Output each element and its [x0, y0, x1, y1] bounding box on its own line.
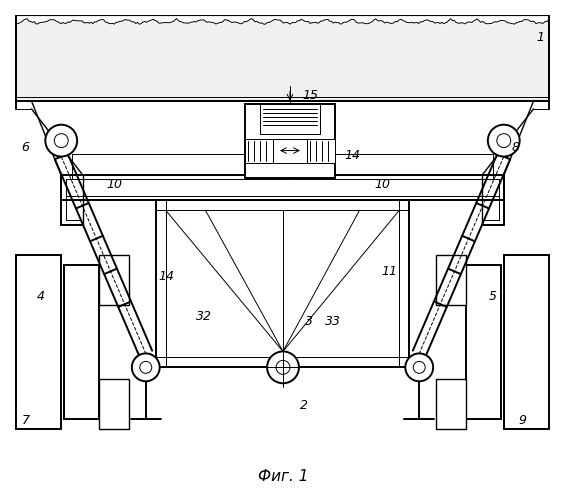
Text: 6: 6 — [21, 140, 29, 153]
Text: 1: 1 — [537, 31, 545, 44]
Text: 11: 11 — [381, 265, 397, 278]
Text: 5: 5 — [489, 290, 497, 303]
Bar — [273, 138, 307, 164]
Circle shape — [267, 352, 299, 384]
Bar — [245, 138, 273, 164]
Bar — [307, 138, 334, 164]
Bar — [99, 255, 129, 304]
Circle shape — [54, 134, 68, 147]
Text: 32: 32 — [195, 310, 211, 322]
Bar — [245, 104, 334, 178]
Text: 10: 10 — [375, 178, 390, 192]
Bar — [99, 380, 129, 429]
Bar — [504, 255, 549, 429]
Text: 14: 14 — [345, 148, 360, 162]
Circle shape — [45, 124, 77, 156]
Text: 14: 14 — [159, 270, 175, 283]
Bar — [260, 104, 320, 134]
Text: 10: 10 — [106, 178, 122, 192]
Text: 8: 8 — [512, 140, 520, 153]
Circle shape — [276, 360, 290, 374]
Circle shape — [488, 124, 520, 156]
Bar — [436, 380, 466, 429]
Circle shape — [140, 362, 152, 374]
Text: 3: 3 — [305, 314, 313, 328]
Text: 9: 9 — [519, 414, 527, 427]
Bar — [64, 265, 99, 419]
Text: 4: 4 — [36, 290, 45, 303]
Text: 33: 33 — [325, 314, 341, 328]
Circle shape — [405, 354, 433, 382]
Text: 15: 15 — [302, 89, 318, 102]
Circle shape — [413, 362, 425, 374]
Bar — [61, 176, 504, 201]
Bar — [466, 265, 501, 419]
Bar — [436, 255, 466, 304]
Circle shape — [497, 134, 511, 147]
Circle shape — [132, 354, 160, 382]
Text: 2: 2 — [300, 399, 308, 412]
Text: Фиг. 1: Фиг. 1 — [258, 469, 308, 484]
Text: 7: 7 — [21, 414, 29, 427]
Bar — [16, 16, 549, 101]
Bar — [16, 255, 61, 429]
